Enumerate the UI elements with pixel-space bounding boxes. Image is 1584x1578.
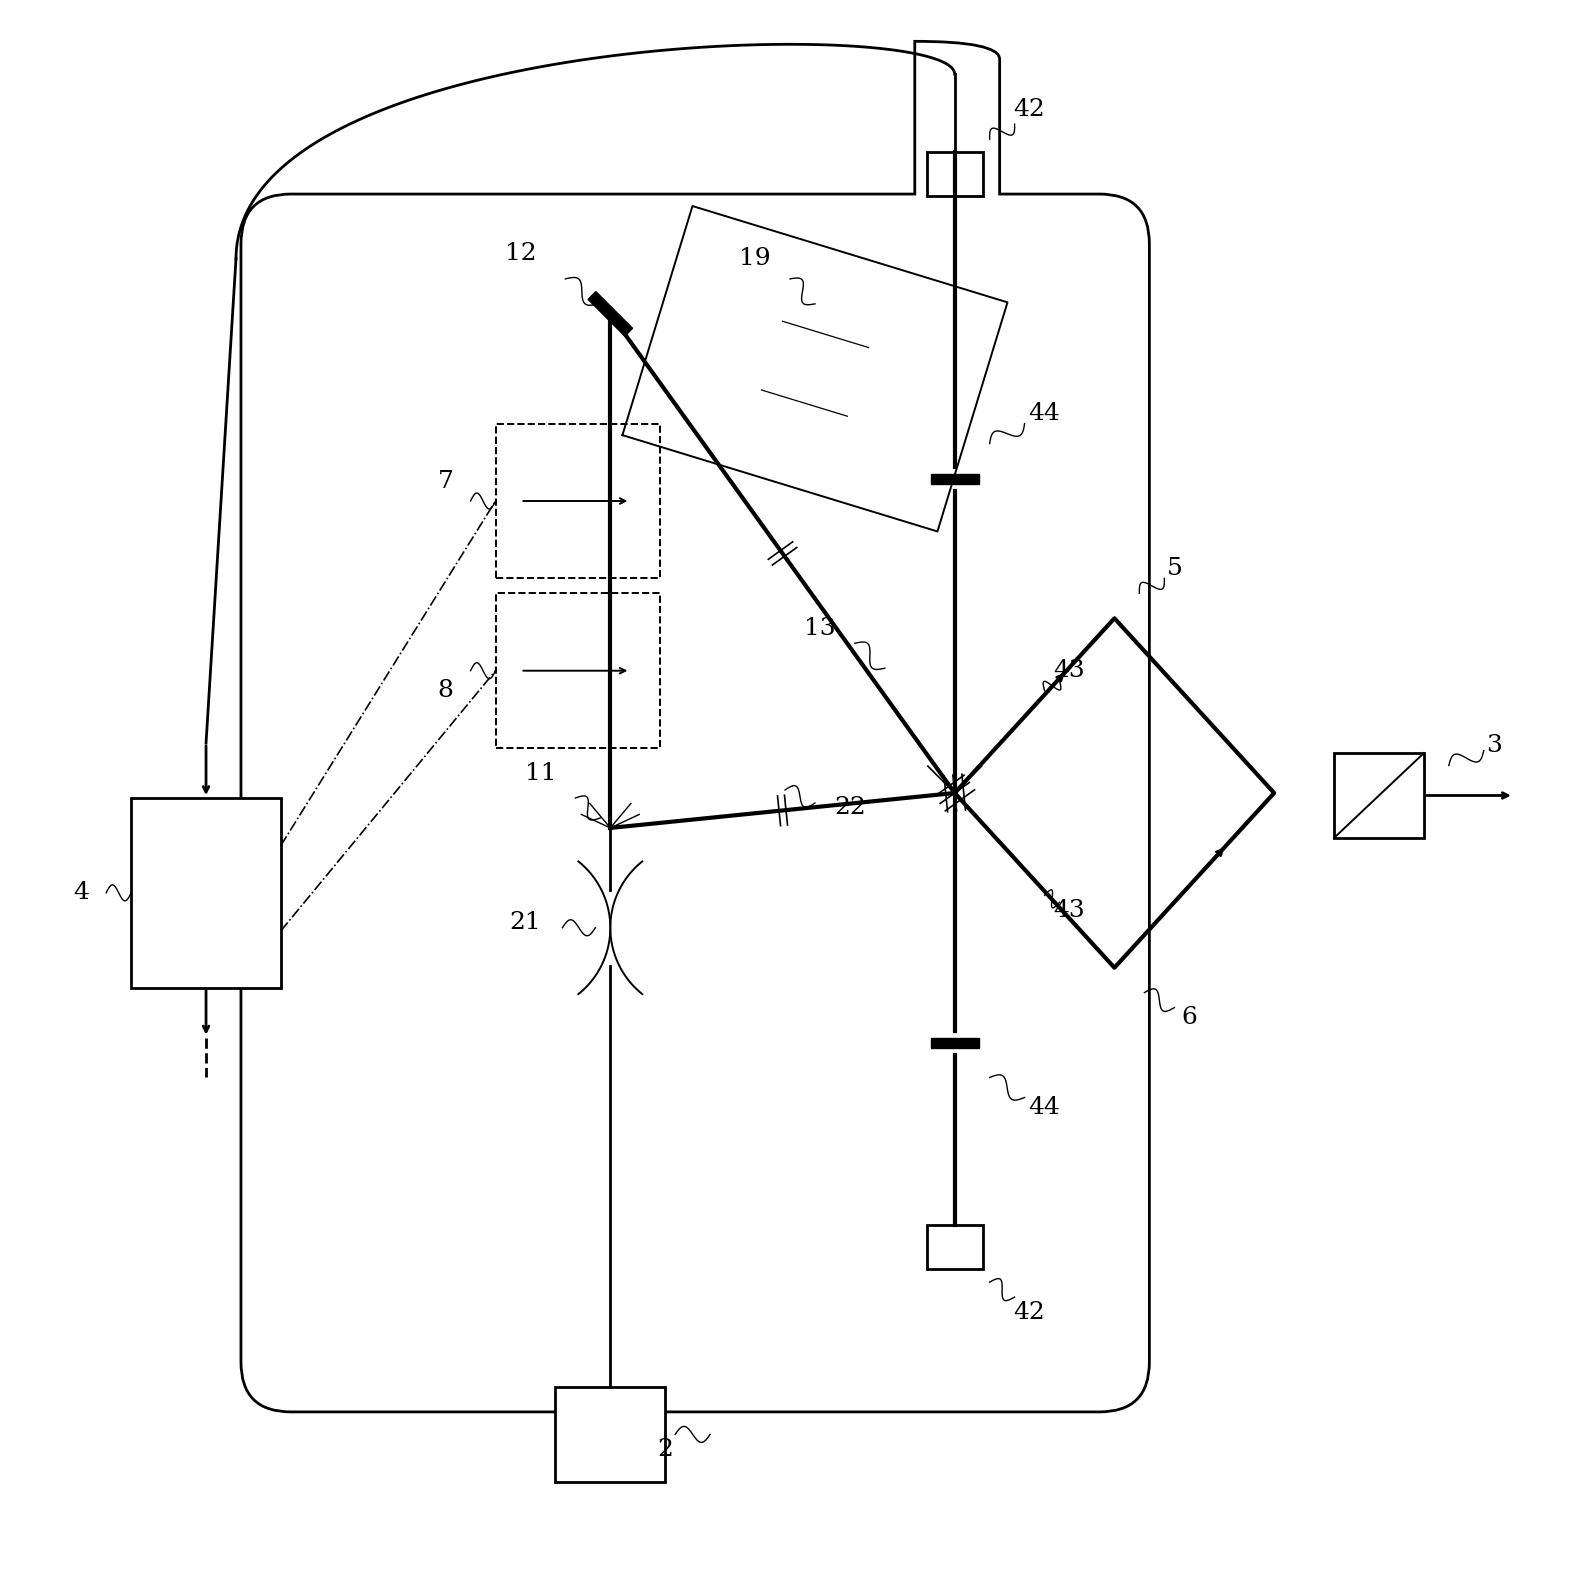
FancyBboxPatch shape bbox=[927, 1225, 982, 1269]
Text: 6: 6 bbox=[1182, 1007, 1198, 1029]
Text: 8: 8 bbox=[437, 679, 453, 702]
Text: 19: 19 bbox=[740, 248, 771, 270]
Text: 13: 13 bbox=[805, 617, 836, 639]
Polygon shape bbox=[588, 292, 632, 336]
Text: 5: 5 bbox=[1166, 557, 1182, 579]
Text: 44: 44 bbox=[1028, 402, 1060, 424]
Text: 42: 42 bbox=[1014, 98, 1045, 120]
FancyBboxPatch shape bbox=[927, 151, 982, 196]
Text: 22: 22 bbox=[835, 797, 866, 819]
Polygon shape bbox=[931, 473, 979, 483]
FancyBboxPatch shape bbox=[1334, 753, 1424, 838]
FancyBboxPatch shape bbox=[556, 1387, 665, 1482]
Text: 43: 43 bbox=[1053, 899, 1085, 922]
Text: 43: 43 bbox=[1053, 660, 1085, 682]
Text: 12: 12 bbox=[505, 243, 537, 265]
Text: 4: 4 bbox=[73, 882, 89, 904]
Text: 2: 2 bbox=[657, 1438, 673, 1461]
Text: 42: 42 bbox=[1014, 1300, 1045, 1324]
Text: 21: 21 bbox=[510, 911, 542, 934]
Polygon shape bbox=[931, 1038, 979, 1048]
Text: 44: 44 bbox=[1028, 1097, 1060, 1119]
Text: 3: 3 bbox=[1486, 734, 1502, 757]
Text: 11: 11 bbox=[524, 762, 556, 784]
FancyBboxPatch shape bbox=[131, 798, 280, 988]
Text: 7: 7 bbox=[437, 470, 453, 492]
